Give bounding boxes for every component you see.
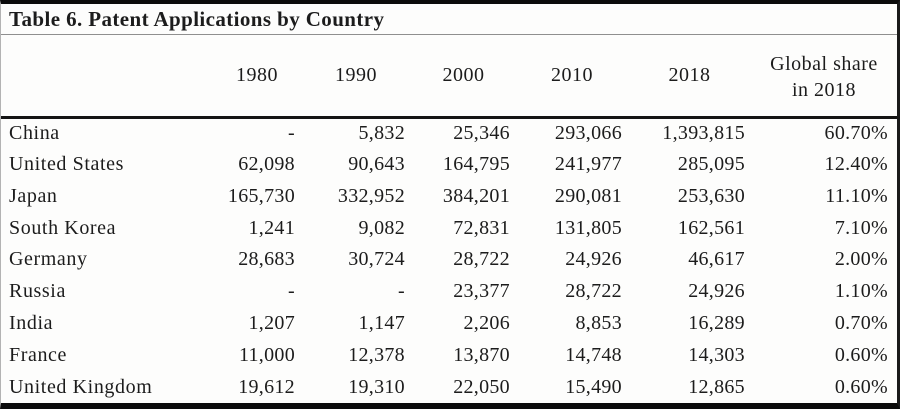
value-cell-2010: 14,748 — [565, 343, 622, 366]
table-title: Table 6. Patent Applications by Country — [1, 4, 897, 35]
value-cell-2018: 1,393,815 — [662, 122, 745, 145]
value-cell-share: 0.60% — [834, 375, 888, 398]
value-cell-2018: 285,095 — [677, 153, 745, 176]
value-cell-1990: 30,724 — [348, 248, 405, 271]
table-row-russia: Russia - - 23,377 28,722 24,926 1.10% — [1, 276, 897, 308]
value-cell-1990: 5,832 — [358, 122, 405, 145]
global-share-line1: Global share — [770, 53, 878, 76]
value-cell-2018: 16,289 — [688, 311, 745, 334]
country-cell: Japan — [9, 184, 58, 207]
value-cell-share: 60.70% — [824, 122, 888, 145]
value-cell-1980: - — [288, 122, 295, 145]
value-cell-2000: 25,346 — [453, 122, 510, 145]
value-cell-2010: 131,805 — [554, 216, 622, 239]
value-cell-1980: 28,683 — [238, 248, 295, 271]
value-cell-share: 1.10% — [834, 280, 888, 303]
value-cell-2000: 23,377 — [453, 280, 510, 303]
country-cell: United Kingdom — [9, 375, 153, 398]
value-cell-share: 7.10% — [834, 216, 888, 239]
value-cell-2018: 253,630 — [677, 184, 745, 207]
value-cell-2010: 241,977 — [554, 153, 622, 176]
value-cell-share: 2.00% — [834, 248, 888, 271]
value-cell-2010: 293,066 — [554, 122, 622, 145]
country-cell: China — [9, 122, 60, 145]
global-share-line2: in 2018 — [791, 79, 857, 102]
col-header-1980: 1980 — [236, 63, 278, 86]
col-header-1990: 1990 — [335, 63, 377, 86]
table-row-germany: Germany 28,683 30,724 28,722 24,926 46,6… — [1, 244, 897, 276]
value-cell-2000: 164,795 — [442, 153, 510, 176]
value-cell-share: 0.60% — [834, 343, 888, 366]
country-cell: United States — [9, 153, 125, 176]
value-cell-share: 11.10% — [825, 184, 888, 207]
value-cell-1980: 1,241 — [248, 216, 295, 239]
table-row-france: France 11,000 12,378 13,870 14,748 14,30… — [1, 339, 897, 371]
value-cell-2018: 12,865 — [688, 375, 745, 398]
value-cell-2000: 22,050 — [453, 375, 510, 398]
value-cell-1990: 19,310 — [348, 375, 405, 398]
value-cell-2000: 2,206 — [463, 311, 510, 334]
value-cell-1990: 9,082 — [358, 216, 405, 239]
value-cell-2010: 24,926 — [565, 248, 622, 271]
patent-applications-table: 1980 1990 2000 2010 2018 Global share in… — [1, 35, 897, 403]
value-cell-1980: 62,098 — [238, 153, 295, 176]
country-cell: Germany — [9, 248, 88, 271]
value-cell-1990: 1,147 — [358, 311, 405, 334]
value-cell-2000: 72,831 — [453, 216, 510, 239]
col-header-2018: 2018 — [668, 63, 711, 86]
country-cell: South Korea — [9, 216, 117, 239]
value-cell-1980: - — [288, 280, 295, 303]
value-cell-2010: 28,722 — [565, 280, 622, 303]
value-cell-1980: 1,207 — [248, 311, 295, 334]
table-row-china: China - 5,832 25,346 293,066 1,393,815 6… — [1, 117, 897, 149]
value-cell-1980: 19,612 — [238, 375, 295, 398]
col-header-global-share: Global share in 2018 — [751, 35, 897, 117]
value-cell-2018: 162,561 — [677, 216, 745, 239]
value-cell-2000: 28,722 — [453, 248, 510, 271]
value-cell-1990: 90,643 — [348, 153, 405, 176]
value-cell-1980: 11,000 — [238, 343, 295, 366]
table-row-united-kingdom: United Kingdom 19,612 19,310 22,050 15,4… — [1, 371, 897, 403]
value-cell-2000: 13,870 — [453, 343, 510, 366]
country-cell: France — [9, 343, 68, 366]
country-cell: Russia — [9, 280, 66, 303]
table-row-japan: Japan 165,730 332,952 384,201 290,081 25… — [1, 181, 897, 213]
value-cell-1990: - — [398, 280, 405, 303]
value-cell-2000: 384,201 — [442, 184, 510, 207]
corner-cell — [1, 35, 213, 117]
value-cell-1980: 165,730 — [227, 184, 295, 207]
value-cell-2010: 15,490 — [565, 375, 622, 398]
value-cell-1990: 332,952 — [337, 184, 405, 207]
value-cell-2018: 46,617 — [688, 248, 745, 271]
value-cell-2018: 14,303 — [688, 343, 745, 366]
header-row: 1980 1990 2000 2010 2018 Global share in… — [1, 35, 897, 117]
col-header-2010: 2010 — [551, 63, 593, 86]
value-cell-1990: 12,378 — [348, 343, 405, 366]
value-cell-share: 0.70% — [834, 311, 888, 334]
table-row-south-korea: South Korea 1,241 9,082 72,831 131,805 1… — [1, 212, 897, 244]
col-header-2000: 2000 — [442, 63, 485, 86]
country-cell: India — [9, 311, 54, 334]
table-row-india: India 1,207 1,147 2,206 8,853 16,289 0.7… — [1, 308, 897, 340]
value-cell-share: 12.40% — [824, 153, 888, 176]
table-row-united-states: United States 62,098 90,643 164,795 241,… — [1, 149, 897, 181]
value-cell-2018: 24,926 — [688, 280, 745, 303]
value-cell-2010: 8,853 — [575, 311, 622, 334]
value-cell-2010: 290,081 — [554, 184, 622, 207]
